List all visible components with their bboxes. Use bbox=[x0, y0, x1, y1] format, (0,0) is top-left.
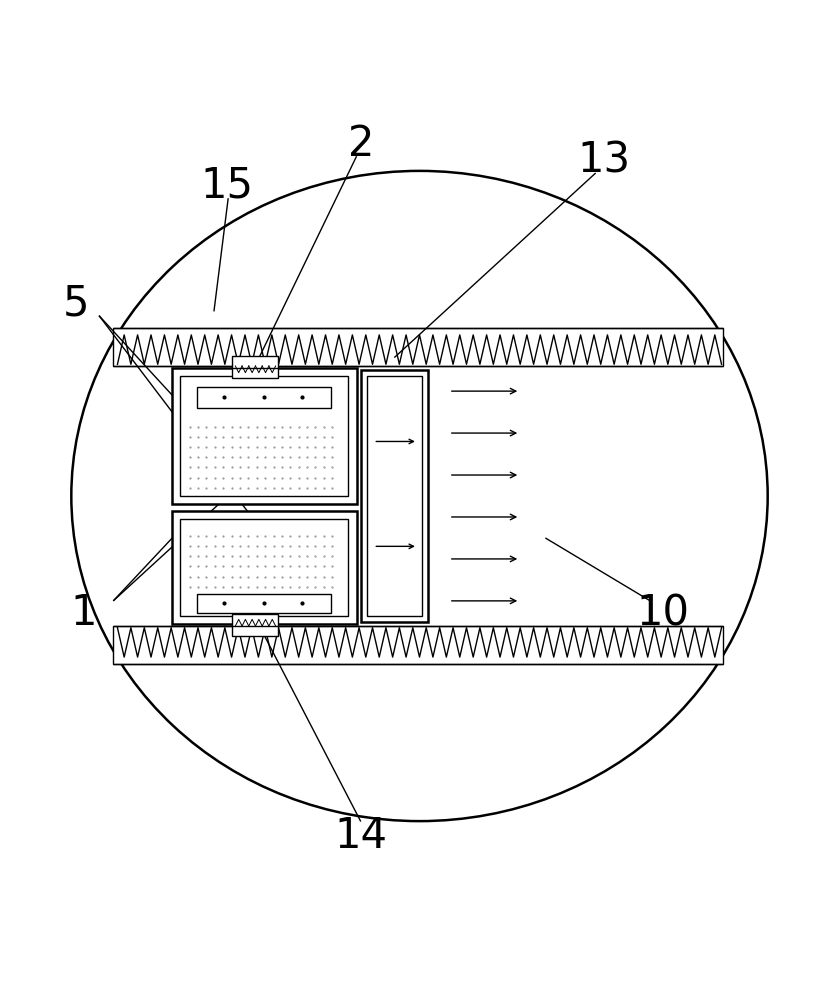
Text: 14: 14 bbox=[334, 814, 388, 857]
Bar bbox=[180, 376, 348, 496]
Text: 1: 1 bbox=[70, 592, 97, 635]
Text: 2: 2 bbox=[347, 123, 374, 165]
Text: 10: 10 bbox=[636, 592, 690, 635]
Text: 15: 15 bbox=[200, 165, 253, 206]
Bar bbox=[172, 368, 357, 504]
Bar bbox=[185, 424, 344, 494]
Bar bbox=[367, 376, 422, 616]
Bar bbox=[232, 614, 278, 626]
Text: 5: 5 bbox=[62, 282, 89, 324]
Bar bbox=[197, 594, 331, 613]
Text: 13: 13 bbox=[577, 140, 631, 182]
Bar bbox=[361, 370, 428, 622]
Bar bbox=[185, 526, 344, 593]
Bar bbox=[113, 328, 723, 366]
Bar bbox=[232, 624, 278, 636]
Bar bbox=[232, 366, 278, 378]
Bar bbox=[197, 387, 331, 408]
Bar bbox=[180, 520, 348, 616]
Bar bbox=[232, 356, 278, 368]
Bar bbox=[172, 511, 357, 624]
Bar bbox=[113, 626, 723, 664]
